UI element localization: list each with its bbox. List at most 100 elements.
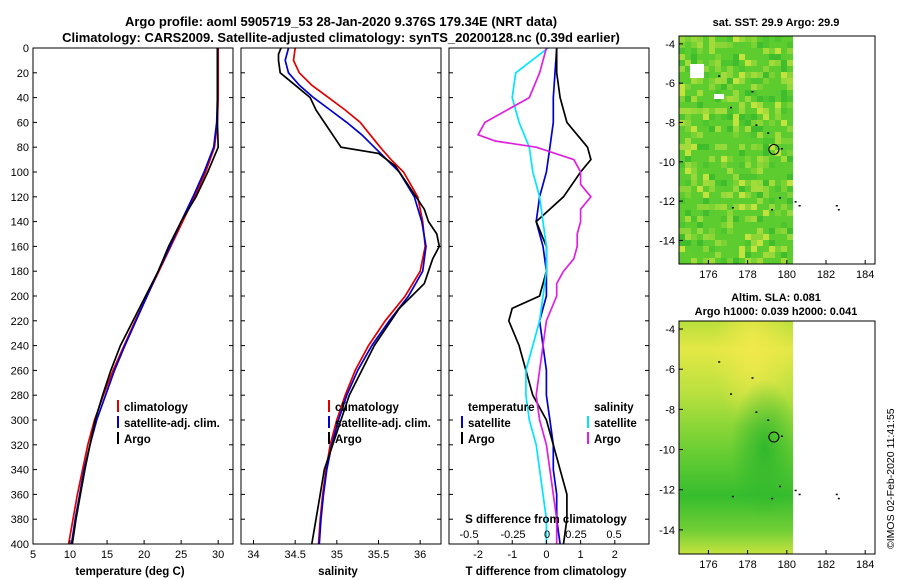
x-tick-label: 0 <box>543 549 549 561</box>
sst-cell <box>787 72 793 78</box>
sst-cell <box>679 66 685 72</box>
sst-cell <box>721 60 727 66</box>
sst-cell <box>757 126 763 132</box>
sst-cell <box>757 246 763 252</box>
y-tick-label: 140 <box>11 217 29 229</box>
argo-position-marker <box>768 431 780 443</box>
sst-cell <box>727 174 733 180</box>
salinity-xlabel: salinity <box>318 566 358 578</box>
sst-cell <box>685 240 691 246</box>
sst-cell <box>733 36 739 42</box>
sst-cell <box>751 84 757 90</box>
sst-cell <box>679 120 685 126</box>
sst-cell <box>691 54 697 60</box>
sst-cell <box>697 48 703 54</box>
x-tick-label: 184 <box>856 269 874 281</box>
island-mark <box>767 419 770 421</box>
sst-cell <box>769 246 775 252</box>
sst-cell <box>739 168 745 174</box>
sst-cell <box>679 42 685 48</box>
x-tick-label-top: 0.25 <box>565 529 586 541</box>
sst-cell <box>739 210 745 216</box>
sst-cell <box>721 108 727 114</box>
legend-climatology: climatology <box>124 402 189 414</box>
sst-cell <box>781 108 787 114</box>
sst-cell <box>697 210 703 216</box>
island-mark <box>771 209 774 211</box>
sst-cell <box>691 144 697 150</box>
sst-cell <box>691 216 697 222</box>
island-mark <box>837 209 840 211</box>
sst-cell <box>781 246 787 252</box>
sst-cell <box>733 60 739 66</box>
copyright-stamp: ©IMOS 02-Feb-2020 11:41:55 <box>885 408 897 549</box>
sst-cell <box>721 168 727 174</box>
sst-cell <box>691 132 697 138</box>
sst-cell <box>775 246 781 252</box>
y-tick-label: -10 <box>659 445 675 457</box>
y-tick-label: 400 <box>11 539 29 551</box>
sst-cell <box>763 138 769 144</box>
sst-cell <box>739 144 745 150</box>
sst-cell <box>697 240 703 246</box>
sst-cell <box>727 66 733 72</box>
legend-temperature-satellite: satellite <box>468 418 511 430</box>
x-tick-label: 20 <box>138 549 150 561</box>
sla-map-title-1: Altim. SLA: 0.081 <box>731 292 821 304</box>
sst-cell <box>727 228 733 234</box>
sst-cell <box>697 102 703 108</box>
series-line-satellite-adj-clim- <box>70 48 219 544</box>
sst-cell <box>691 36 697 42</box>
sst-cell <box>709 228 715 234</box>
sst-cell <box>787 234 793 240</box>
sst-cell <box>709 36 715 42</box>
sst-cell <box>745 90 751 96</box>
sst-cell <box>763 108 769 114</box>
sst-cell <box>733 174 739 180</box>
sst-cell <box>703 72 709 78</box>
x-tick-label: 180 <box>778 559 796 571</box>
y-tick-label: -8 <box>665 404 675 416</box>
sst-cell <box>685 144 691 150</box>
sst-cell <box>775 228 781 234</box>
sst-cell <box>703 198 709 204</box>
sst-cell <box>727 78 733 84</box>
sst-cell <box>697 36 703 42</box>
sst-cell <box>763 114 769 120</box>
y-tick-label: 220 <box>11 316 29 328</box>
sst-cell <box>721 42 727 48</box>
salinity-legend: climatology satellite-adj. clim. Argo <box>328 400 431 446</box>
sst-cell <box>775 186 781 192</box>
sst-cell <box>679 228 685 234</box>
sst-cell <box>679 36 685 42</box>
sst-cell <box>697 90 703 96</box>
sst-cell <box>751 138 757 144</box>
sst-map-title: sat. SST: 29.9 Argo: 29.9 <box>713 17 840 29</box>
sst-cell <box>709 246 715 252</box>
sst-cell <box>769 180 775 186</box>
sst-cell <box>733 162 739 168</box>
sst-cell <box>781 120 787 126</box>
x-tick-label: 176 <box>699 269 717 281</box>
sst-cell <box>721 84 727 90</box>
sst-cell <box>751 234 757 240</box>
sst-cell <box>727 96 733 102</box>
sst-cell <box>721 156 727 162</box>
island-mark <box>794 489 797 492</box>
sst-cell <box>751 258 757 264</box>
title-line-2: Climatology: CARS2009. Satellite-adjuste… <box>62 30 620 45</box>
sst-cell <box>787 78 793 84</box>
temperature-axes-frame <box>32 47 234 545</box>
sst-cell <box>757 192 763 198</box>
sst-cell <box>703 162 709 168</box>
sst-cell <box>679 114 685 120</box>
sst-cell <box>691 126 697 132</box>
sst-cell <box>775 48 781 54</box>
sst-cell <box>751 36 757 42</box>
sst-cell <box>709 48 715 54</box>
sst-cell <box>715 144 721 150</box>
sst-cell <box>703 54 709 60</box>
sst-cell <box>769 48 775 54</box>
sst-cell <box>763 234 769 240</box>
difference-xlabel: T difference from climatology <box>465 566 627 578</box>
